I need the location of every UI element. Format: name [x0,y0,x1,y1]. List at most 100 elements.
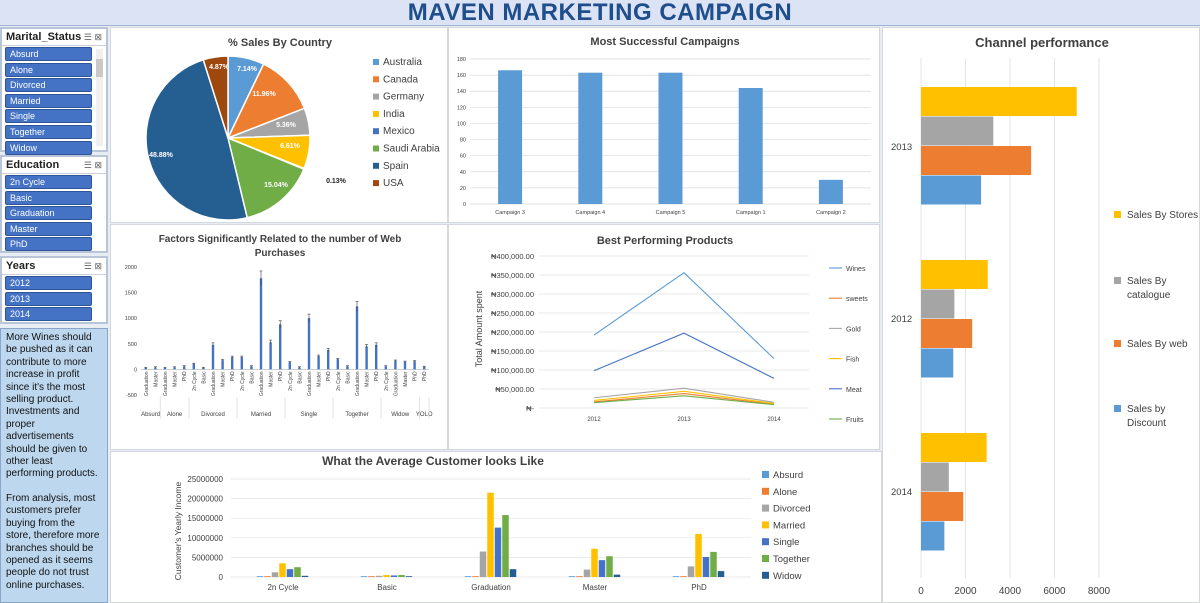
bar-divorced [271,572,279,577]
legend-label: Sales By Stores [1127,210,1198,221]
bar [231,357,234,370]
category-label: PhD [326,371,332,381]
education-slicer[interactable]: Education ☰ ⊠ 2n Cycle Basic Graduation Mas… [0,155,108,253]
bar-absurd [464,576,472,577]
data-label: 5.36% [276,122,297,129]
bar-single [286,569,294,577]
chart-title: Purchases [255,248,306,259]
bar [375,344,378,370]
category-label: Graduation [355,371,361,396]
slicer-item-phd[interactable]: PhD [5,237,92,252]
group-label: Divorced [201,412,225,418]
bar-sales-by-web [921,146,1032,175]
bar [154,367,157,370]
category-label: Campaign 2 [816,210,846,216]
legend-swatch [373,128,379,135]
category-label: Graduation [144,371,150,396]
tick-label: 4000 [999,586,1022,597]
legend-label: Alone [773,487,797,498]
category-label: 2013 [891,142,912,153]
marital-status-slicer[interactable]: Marital_Status ☰ ⊠ Absurd Alone Divorced Ma… [0,27,108,155]
campaigns-panel: Most Successful Campaigns 0 20 40 60 80 100 120… [448,27,880,223]
legend-label: Australia [383,57,422,68]
bar-sales-by-web [921,319,973,348]
tick-label: 25000000 [187,475,223,484]
legend-label: India [383,109,405,120]
slicer-header: Years ☰ ⊠ [2,258,106,275]
tick-label: 2000 [954,586,977,597]
filter-icons[interactable]: ☰ ⊠ [83,261,102,271]
legend-label: Widow [773,571,802,582]
tick-label: 120 [457,105,466,111]
legend-label: catalogue [1127,290,1171,301]
legend-label: Sales by [1127,404,1165,415]
bar-widow [301,575,309,577]
slicer-item-divorced[interactable]: Divorced [5,78,92,93]
bar-campaign-2 [818,179,843,204]
legend-swatch [373,110,379,117]
slicer-scrollbar[interactable] [96,49,103,146]
slicer-item-2n-cycle[interactable]: 2n Cycle [5,175,92,189]
data-label: 48.88% [149,152,174,159]
bar [279,324,282,370]
slicer-item-basic[interactable]: Basic [5,190,92,205]
data-label: 11.96% [252,91,276,98]
legend-swatch [373,162,379,169]
category-label: PhD [182,371,188,381]
bar-widow [717,571,725,577]
slicer-item-single[interactable]: Single [5,109,92,124]
category-label: Master [365,371,371,387]
bar-alone [472,576,479,577]
slicer-item-married[interactable]: Married [5,93,92,108]
pie-slice-spain [145,58,249,221]
bar-sales-by-catalogue [921,116,994,146]
bar-sales-by-stores [921,260,988,289]
category-label: Campaign 4 [575,210,605,216]
slicer-item-together[interactable]: Together [5,124,92,139]
legend-label: sweets [846,296,868,303]
filter-icons[interactable]: ☰ ⊠ [83,32,102,42]
bar [403,361,407,370]
bar-campaign-4 [578,72,603,204]
slicer-item-graduation[interactable]: Graduation [5,206,92,221]
category-label: PhD [413,371,419,381]
group-label: Absurd [141,412,160,418]
filter-icons[interactable]: ☰ ⊠ [83,160,102,170]
bar-sales-by-stores [921,87,1077,116]
legend-swatch [373,76,379,83]
slicer-item-alone[interactable]: Alone [5,62,92,77]
bar [173,367,176,370]
category-label: PhD [374,371,380,381]
legend-swatch [762,555,769,562]
bar-divorced [687,566,695,577]
slicer-item-absurd[interactable]: Absurd [5,47,92,61]
tick-label: 5000000 [192,553,224,562]
bar [163,367,167,370]
years-slicer[interactable]: Years ☰ ⊠ 2012 2013 2014 [0,256,108,324]
note-paragraph: More Wines should be pushed as it can co… [6,332,98,480]
slicer-title: Years [6,260,36,272]
pie-slice-canada [226,63,306,140]
slicer-item-2014[interactable]: 2014 [5,307,92,322]
bar [394,360,397,370]
slicer-item-widow[interactable]: Widow [5,140,92,155]
tick-label: 500 [128,342,137,348]
line-sweets [593,393,775,405]
tick-label: 80 [460,138,466,144]
slicer-item-master[interactable]: Master [5,221,92,236]
category-label: Graduation [259,371,265,396]
tick-label: ₦- [526,404,534,413]
slicer-item-2012[interactable]: 2012 [5,276,92,290]
tick-label: 6000 [1043,586,1066,597]
data-label: 15.04% [264,182,289,189]
data-label: 6.61% [280,143,301,150]
bar [250,366,253,370]
category-label: Basic [345,371,351,384]
tick-label: 10000000 [187,534,223,543]
slicer-item-2013[interactable]: 2013 [5,291,92,306]
bar-together [710,551,717,577]
category-label: PhD [230,371,236,381]
bar-absurd [568,576,576,577]
pie-slice-saudi-arabia [226,136,305,219]
legend-swatch [373,59,379,65]
